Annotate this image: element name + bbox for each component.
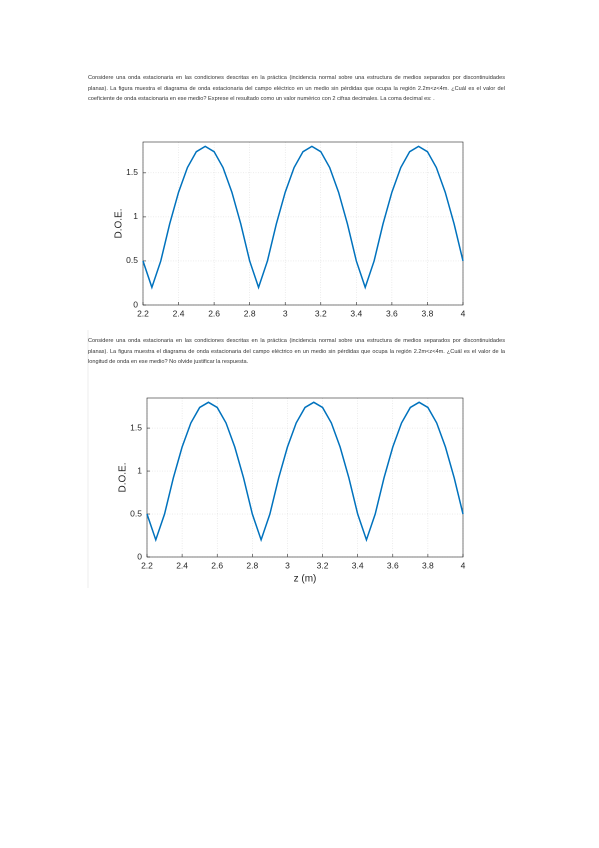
y-axis-label: D.O.E. — [118, 462, 129, 492]
question-text: Considere una onda estacionaria en las c… — [88, 75, 505, 102]
x-tick-label: 3.4 — [352, 560, 364, 570]
y-axis-label: D.O.E. — [114, 208, 125, 238]
x-tick-label: 2.6 — [208, 308, 220, 318]
y-tick-label: 0.5 — [126, 255, 138, 265]
x-tick-label: 3.2 — [317, 560, 329, 570]
x-tick-label: 2.8 — [244, 308, 256, 318]
x-tick-label: 3.4 — [350, 308, 362, 318]
x-tick-label: 3 — [283, 308, 288, 318]
y-tick-label: 1.5 — [130, 422, 142, 432]
x-tick-label: 2.2 — [141, 560, 153, 570]
x-tick-label: 3.6 — [387, 560, 399, 570]
y-tick-label: 1 — [133, 211, 138, 221]
plot-area — [147, 398, 463, 557]
y-tick-label: 0.5 — [130, 508, 142, 518]
x-tick-label: 4 — [461, 308, 466, 318]
x-tick-label: 4 — [461, 560, 466, 570]
x-tick-label: 2.4 — [176, 560, 188, 570]
y-tick-label: 1 — [137, 465, 142, 475]
x-tick-label: 3 — [285, 560, 290, 570]
x-tick-label: 2.2 — [137, 308, 149, 318]
plot-area — [143, 142, 463, 305]
x-tick-label: 2.4 — [173, 308, 185, 318]
x-tick-label: 2.8 — [246, 560, 258, 570]
y-tick-label: 0 — [133, 299, 138, 309]
y-tick-label: 0 — [137, 551, 142, 561]
plot-frame — [142, 141, 464, 306]
x-axis-label: z (m) — [294, 574, 317, 585]
x-tick-label: 3.2 — [315, 308, 327, 318]
x-tick-label: 3.8 — [422, 308, 434, 318]
question-text: Considere una onda estacionaria en las c… — [88, 338, 505, 365]
x-tick-label: 2.6 — [211, 560, 223, 570]
data-line — [142, 145, 464, 290]
x-tick-label: 3.6 — [386, 308, 398, 318]
data-line — [146, 401, 464, 543]
plot-frame — [146, 397, 464, 558]
x-tick-label: 3.8 — [422, 560, 434, 570]
y-tick-label: 1.5 — [126, 167, 138, 177]
